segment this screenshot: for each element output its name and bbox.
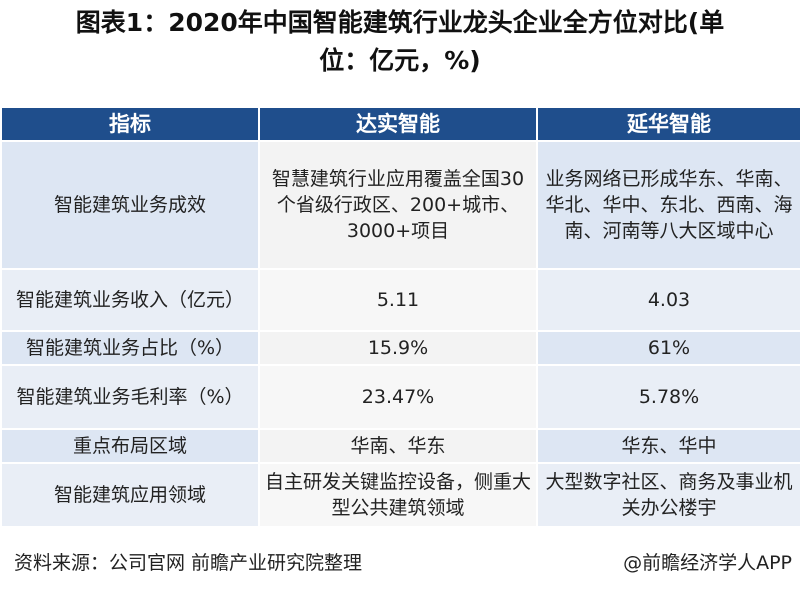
table-row: 智能建筑业务收入（亿元） 5.11 4.03 [0, 268, 800, 332]
cell-company-a: 华南、华东 [258, 428, 538, 464]
table-row: 智能建筑业务毛利率（%） 23.47% 5.78% [0, 364, 800, 430]
footer: 资料来源：公司官网 前瞻产业研究院整理 @前瞻经济学人APP [0, 548, 800, 578]
table-row: 智能建筑业务占比（%） 15.9% 61% [0, 330, 800, 366]
cell-company-b: 4.03 [536, 268, 800, 332]
cell-company-a: 5.11 [258, 268, 538, 332]
comparison-table: 指标 达实智能 延华智能 智能建筑业务成效 智慧建筑行业应用覆盖全国30个省级行… [0, 106, 800, 528]
cell-company-b: 华东、华中 [536, 428, 800, 464]
title-line-2: 位：亿元，%) [319, 46, 481, 75]
row-label: 智能建筑业务占比（%） [0, 330, 260, 366]
cell-company-a: 15.9% [258, 330, 538, 366]
row-label: 智能建筑业务成效 [0, 140, 260, 270]
table-row: 智能建筑应用领域 自主研发关键监控设备，侧重大型公共建筑领域 大型数字社区、商务… [0, 462, 800, 528]
row-label: 智能建筑业务收入（亿元） [0, 268, 260, 332]
cell-company-b: 61% [536, 330, 800, 366]
cell-company-a: 23.47% [258, 364, 538, 430]
cell-company-b: 5.78% [536, 364, 800, 430]
table-header-row: 指标 达实智能 延华智能 [0, 106, 800, 142]
header-company-a: 达实智能 [258, 106, 538, 142]
title-line-1: 图表1：2020年中国智能建筑行业龙头企业全方位对比(单 [75, 8, 725, 37]
source-note: 资料来源：公司官网 前瞻产业研究院整理 [14, 552, 363, 574]
header-indicator: 指标 [0, 106, 260, 142]
cell-company-b: 大型数字社区、商务及事业机关办公楼宇 [536, 462, 800, 528]
brand-credit: @前瞻经济学人APP [623, 552, 792, 574]
row-label: 智能建筑应用领域 [0, 462, 260, 528]
row-label: 智能建筑业务毛利率（%） [0, 364, 260, 430]
cell-company-a: 智慧建筑行业应用覆盖全国30个省级行政区、200+城市、3000+项目 [258, 140, 538, 270]
cell-company-a: 自主研发关键监控设备，侧重大型公共建筑领域 [258, 462, 538, 528]
cell-company-b: 业务网络已形成华东、华南、华北、华中、东北、西南、海南、河南等八大区域中心 [536, 140, 800, 270]
page-title: 图表1：2020年中国智能建筑行业龙头企业全方位对比(单 位：亿元，%) [0, 4, 800, 80]
table-row: 重点布局区域 华南、华东 华东、华中 [0, 428, 800, 464]
row-label: 重点布局区域 [0, 428, 260, 464]
table-row: 智能建筑业务成效 智慧建筑行业应用覆盖全国30个省级行政区、200+城市、300… [0, 140, 800, 270]
header-company-b: 延华智能 [536, 106, 800, 142]
